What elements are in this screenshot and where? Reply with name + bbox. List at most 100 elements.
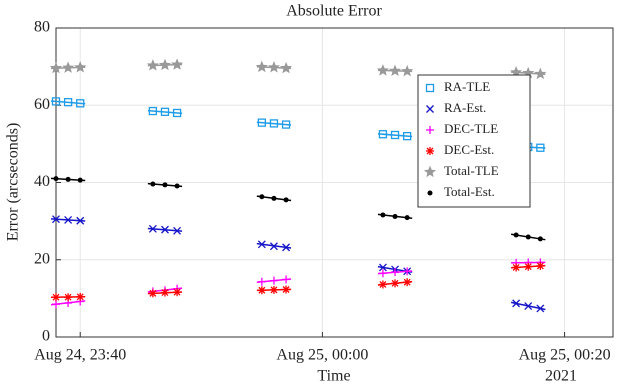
marker	[255, 60, 268, 73]
marker	[257, 118, 266, 127]
legend-label: Total-TLE	[444, 163, 499, 178]
marker-stroke	[161, 289, 169, 297]
marker	[524, 262, 533, 271]
marker	[52, 215, 60, 224]
marker	[76, 99, 85, 108]
fit-line	[377, 133, 413, 138]
marker	[283, 197, 289, 203]
marker-shape	[404, 215, 410, 221]
marker-stroke	[76, 293, 84, 301]
marker	[74, 61, 87, 73]
marker	[269, 242, 278, 251]
marker	[378, 263, 387, 272]
marker	[282, 243, 291, 252]
marker-shape	[62, 61, 75, 73]
marker-stroke	[64, 293, 72, 301]
marker-shape	[76, 99, 85, 108]
marker	[257, 286, 266, 295]
marker	[380, 212, 386, 218]
marker-stroke	[173, 226, 182, 235]
marker-shape	[146, 59, 159, 71]
legend-box	[417, 74, 531, 208]
marker-shape	[269, 119, 279, 128]
marker	[65, 176, 71, 182]
marker	[534, 67, 547, 80]
marker-stroke	[258, 286, 266, 294]
x-tick-label: Aug 24, 23:40	[34, 347, 126, 364]
marker	[160, 107, 170, 116]
marker-stroke	[148, 224, 157, 233]
marker-shape	[389, 64, 402, 76]
y-axis-label: Error (arcseconds)	[5, 123, 22, 242]
marker-stroke	[391, 279, 399, 287]
marker-shape	[65, 176, 71, 182]
fit-line	[147, 109, 183, 115]
marker	[49, 61, 63, 74]
legend-label: RA-Est.	[444, 100, 486, 115]
y-tick-label: 80	[34, 19, 50, 36]
legend-label: DEC-TLE	[444, 121, 498, 136]
marker	[512, 299, 521, 308]
marker	[403, 278, 412, 287]
marker-shape	[283, 197, 289, 203]
y-tick-label: 40	[34, 173, 50, 190]
marker	[53, 176, 59, 182]
marker-shape	[160, 107, 170, 116]
legend-label: RA-TLE	[444, 79, 490, 94]
marker-shape	[525, 234, 531, 240]
marker-shape	[279, 61, 293, 74]
marker-stroke	[378, 263, 387, 272]
legend: RA-TLE RA-Est. DEC-TLE DEC-Est. Total-TLE Tot…	[417, 74, 531, 208]
marker-shape	[425, 83, 435, 93]
marker	[257, 277, 266, 286]
marker	[391, 279, 400, 288]
marker-stroke	[149, 289, 157, 297]
y-tick-label: 0	[42, 328, 50, 345]
marker	[537, 236, 543, 242]
marker	[390, 130, 400, 140]
marker	[51, 97, 61, 106]
marker-shape	[281, 120, 291, 129]
marker	[282, 285, 291, 294]
marker-shape	[77, 177, 83, 183]
marker	[257, 240, 266, 249]
marker	[76, 292, 85, 301]
marker-shape	[378, 130, 388, 139]
marker	[148, 224, 157, 233]
marker	[62, 61, 75, 73]
marker-stroke	[379, 281, 387, 288]
marker-stroke	[257, 240, 266, 249]
marker-shape	[513, 232, 519, 238]
marker	[524, 302, 533, 311]
marker	[282, 275, 291, 284]
marker-stroke	[64, 216, 73, 224]
marker-shape	[171, 58, 184, 70]
marker	[63, 98, 73, 107]
marker-shape	[148, 106, 158, 116]
x-tick-label: Aug 25, 00:20	[519, 347, 611, 364]
marker	[389, 64, 402, 76]
marker-stroke	[512, 264, 520, 271]
marker-stroke	[282, 243, 291, 252]
marker-shape	[423, 165, 437, 178]
marker	[259, 194, 265, 200]
marker	[171, 58, 184, 70]
marker-stroke	[52, 215, 60, 224]
marker-shape	[74, 61, 87, 73]
x-year-label: 2021	[545, 368, 577, 385]
marker	[148, 289, 157, 298]
marker	[162, 182, 168, 188]
marker	[404, 215, 410, 221]
marker-stroke	[52, 293, 60, 301]
marker-shape	[257, 118, 266, 127]
marker	[158, 58, 171, 71]
marker	[403, 131, 412, 141]
marker-shape	[162, 182, 168, 188]
marker	[378, 269, 387, 278]
marker	[52, 300, 60, 309]
marker	[52, 293, 60, 302]
marker-stroke	[270, 286, 278, 294]
marker-shape	[392, 213, 398, 219]
marker	[172, 108, 182, 118]
